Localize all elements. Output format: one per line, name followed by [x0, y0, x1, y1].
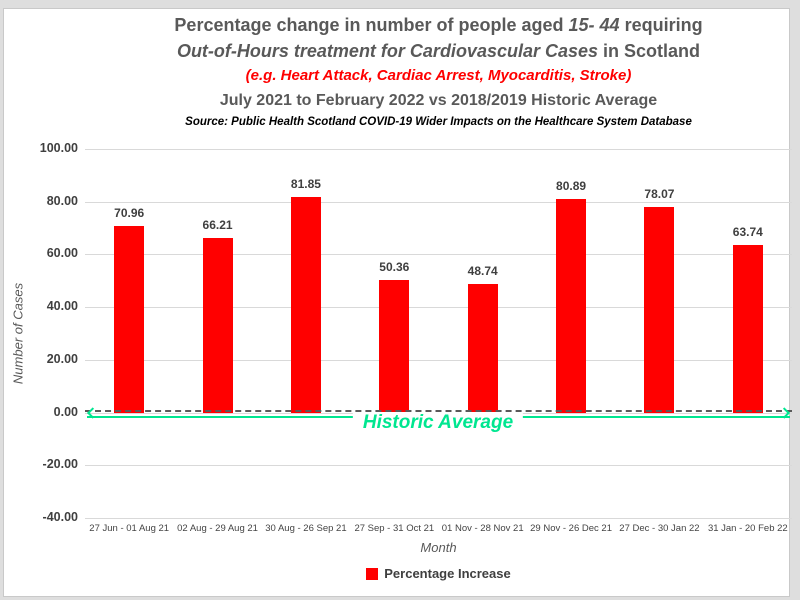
gridline — [85, 359, 792, 361]
gridline — [85, 307, 792, 309]
title-line2: Out-of-Hours treatment for Cardiovascula… — [85, 38, 792, 64]
x-axis-title: Month — [420, 540, 457, 555]
historic-average-label: Historic Average — [352, 412, 524, 434]
y-tick-label: 60.00 — [46, 246, 78, 261]
title-line4: July 2021 to February 2022 vs 2018/2019 … — [219, 92, 658, 109]
legend: Percentage Increase — [85, 566, 792, 585]
bar-value-label: 66.21 — [202, 218, 233, 233]
gridline — [85, 465, 792, 467]
y-tick-label: -40.00 — [42, 510, 78, 524]
y-tick-label: 40.00 — [46, 299, 78, 314]
x-category-label: 31 Jan - 20 Feb 22 — [707, 523, 788, 534]
x-category-label: 27 Sep - 31 Oct 21 — [354, 523, 435, 534]
bar — [644, 206, 675, 413]
title-line1: Percentage change in number of people ag… — [85, 12, 792, 38]
y-axis-title: Number of Cases — [10, 282, 26, 385]
x-category-label: 29 Nov - 26 Dec 21 — [530, 523, 612, 534]
bar-value-label: 80.89 — [556, 179, 587, 194]
y-tick-label: 0.00 — [53, 404, 78, 419]
source-note: Source: Public Health Scotland COVID-19 … — [185, 116, 692, 128]
x-category-label: 27 Jun - 01 Aug 21 — [89, 523, 170, 534]
gridline — [85, 201, 792, 203]
legend-entry: Percentage Increase — [366, 566, 511, 581]
bar — [732, 244, 763, 413]
title-line1-prefix: Percentage change in number of people ag… — [174, 15, 569, 35]
x-category-label: 27 Dec - 30 Jan 22 — [619, 523, 700, 534]
historic-average-dashed-line — [85, 410, 792, 412]
bar-value-label: 48.74 — [467, 264, 498, 279]
bar-value-label: 78.07 — [644, 186, 675, 201]
gridline — [85, 254, 792, 256]
bar — [290, 196, 321, 413]
bar-value-label: 63.74 — [732, 224, 763, 239]
chart-title-block: Percentage change in number of people ag… — [85, 12, 792, 131]
legend-label: Percentage Increase — [384, 566, 511, 581]
plot-area: 70.96 66.21 81.85 50.36 48.74 80.89 78.07 63.74 — [85, 149, 792, 519]
x-category-label: 30 Aug - 26 Sep 21 — [265, 523, 347, 534]
bar — [556, 199, 587, 413]
title-line3: (e.g. Heart Attack, Cardiac Arrest, Myoc… — [245, 67, 632, 84]
title-line2-italic: Out-of-Hours treatment for Cardiovascula… — [176, 41, 599, 61]
x-category-label: 01 Nov - 28 Nov 21 — [441, 523, 524, 534]
bar — [379, 279, 410, 413]
title-line1-age-range: 15- 44 — [568, 15, 620, 35]
x-category-label: 02 Aug - 29 Aug 21 — [177, 523, 258, 534]
y-tick-label: 20.00 — [46, 351, 78, 366]
bar — [202, 238, 233, 413]
y-tick-label: -20.00 — [42, 457, 78, 472]
gridline — [85, 518, 792, 519]
bar-value-label: 50.36 — [379, 259, 410, 274]
bar — [467, 284, 498, 413]
y-tick-label: 80.00 — [46, 193, 78, 208]
title-line1-suffix: requiring — [619, 15, 703, 35]
bar-value-label: 70.96 — [114, 205, 145, 220]
bar — [114, 225, 145, 413]
title-line2-suffix: in Scotland — [598, 41, 701, 61]
y-tick-label: 100.00 — [39, 141, 78, 155]
bar-value-label: 81.85 — [290, 176, 321, 191]
gridline — [85, 149, 792, 150]
legend-swatch-icon — [366, 567, 379, 580]
